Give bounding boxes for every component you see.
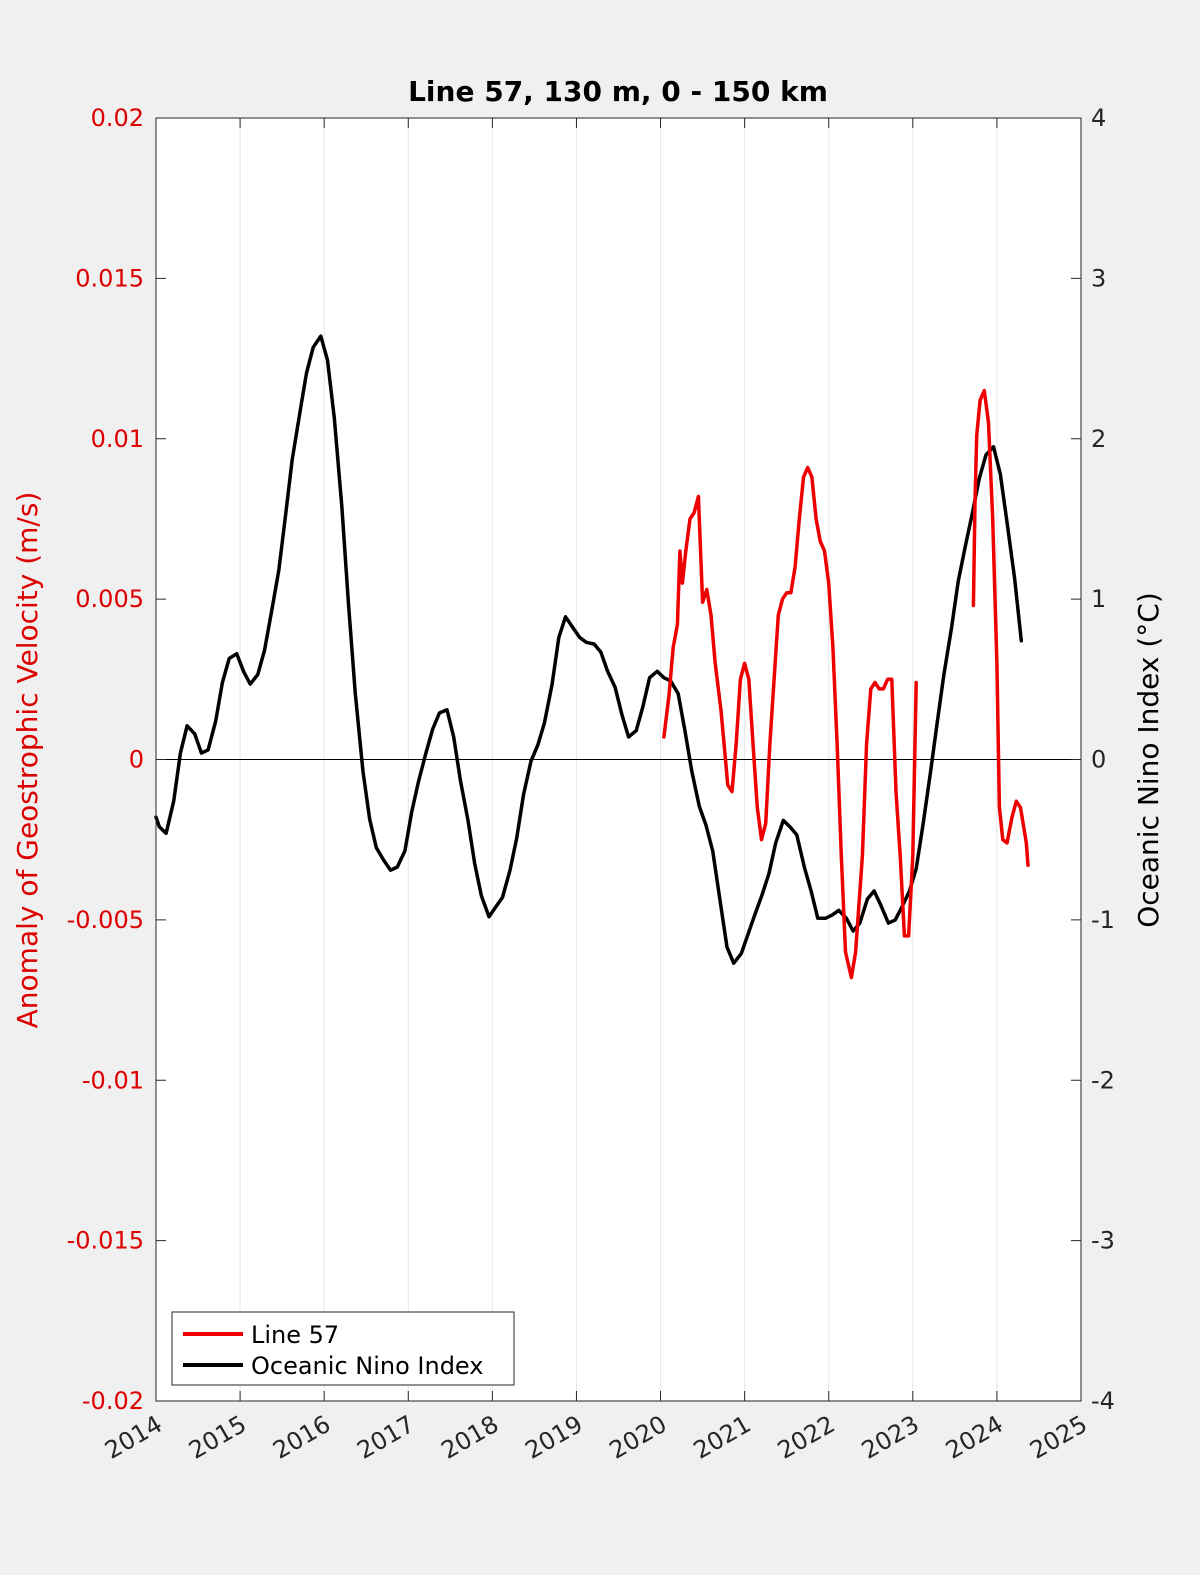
y-right-tick-label: -2 xyxy=(1091,1066,1115,1094)
x-tick-label: 2022 xyxy=(773,1410,840,1465)
x-tick-label: 2018 xyxy=(436,1410,503,1465)
legend-box xyxy=(171,1311,515,1386)
y-left-tick-label: -0.015 xyxy=(67,1227,144,1255)
y-left-tick-label: -0.02 xyxy=(82,1387,144,1415)
x-tick-label: 2024 xyxy=(941,1410,1008,1465)
y-axis-label-left: Anomaly of Geostrophic Velocity (m/s) xyxy=(11,492,44,1029)
chart-title: Line 57, 130 m, 0 - 150 km xyxy=(408,75,828,108)
series-layer xyxy=(154,334,1030,980)
legend: Line 57 Oceanic Nino Index xyxy=(171,1311,515,1386)
y-left-tick-label: -0.01 xyxy=(82,1066,144,1094)
y-right-tick-label: -3 xyxy=(1091,1227,1115,1255)
x-tick-label: 2023 xyxy=(857,1410,924,1465)
x-tick-label: 2019 xyxy=(521,1410,588,1465)
x-tick-label: 2014 xyxy=(100,1410,167,1465)
x-tick-label: 2025 xyxy=(1025,1410,1092,1465)
y-axis-label-right: Oceanic Nino Index (°C) xyxy=(1132,592,1165,928)
y-right-tick-label: 3 xyxy=(1091,264,1106,292)
series-oni-segment-0 xyxy=(154,334,1024,965)
y-right-tick-label: 1 xyxy=(1091,585,1106,613)
legend-label-line57: Line 57 xyxy=(251,1321,339,1349)
series-line57-segment-0 xyxy=(662,465,918,980)
y-right-tick-label: -1 xyxy=(1091,906,1115,934)
legend-label-oni: Oceanic Nino Index xyxy=(251,1352,483,1380)
x-tick-label: 2015 xyxy=(184,1410,251,1465)
y-left-tick-label: 0.01 xyxy=(91,425,144,453)
y-left-tick-label: 0.02 xyxy=(91,104,144,132)
x-tick-label: 2016 xyxy=(268,1410,335,1465)
y-right-tick-label: 4 xyxy=(1091,104,1106,132)
x-tick-label: 2020 xyxy=(605,1410,672,1465)
x-tick-label: 2021 xyxy=(689,1410,756,1465)
y-left-tick-label: 0.005 xyxy=(75,585,144,613)
series-line57-segment-1 xyxy=(971,388,1030,868)
x-tick-label: 2017 xyxy=(352,1410,419,1465)
y-right-tick-label: 0 xyxy=(1091,746,1106,774)
y-left-tick-label: -0.005 xyxy=(67,906,144,934)
y-right-tick-label: 2 xyxy=(1091,425,1106,453)
y-left-tick-label: 0.015 xyxy=(75,264,144,292)
y-left-tick-label: 0 xyxy=(129,746,144,774)
y-right-tick-label: -4 xyxy=(1091,1387,1115,1415)
